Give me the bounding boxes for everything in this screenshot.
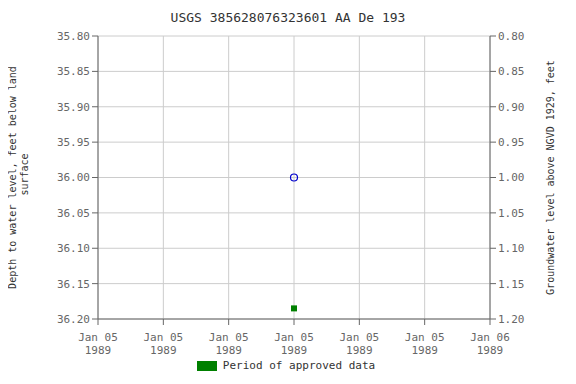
svg-text:Groundwater level above NGVD 1: Groundwater level above NGVD 1929, feet <box>545 60 556 295</box>
svg-text:Jan 051989: Jan 051989 <box>405 331 445 357</box>
svg-text:Jan 051989: Jan 051989 <box>78 331 118 357</box>
svg-text:35.95: 35.95 <box>57 136 90 149</box>
svg-text:35.85: 35.85 <box>57 65 90 78</box>
svg-text:Jan 051989: Jan 051989 <box>143 331 183 357</box>
svg-text:Jan 051989: Jan 051989 <box>339 331 379 357</box>
svg-text:0.85: 0.85 <box>498 65 525 78</box>
svg-text:0.90: 0.90 <box>498 101 525 114</box>
svg-text:36.20: 36.20 <box>57 313 90 326</box>
svg-text:1.15: 1.15 <box>498 278 525 291</box>
svg-text:36.15: 36.15 <box>57 278 90 291</box>
svg-text:35.80: 35.80 <box>57 30 90 43</box>
svg-text:0.80: 0.80 <box>498 30 525 43</box>
svg-text:Depth to water level, feet bel: Depth to water level, feet below land su… <box>8 66 30 289</box>
svg-text:Jan 051989: Jan 051989 <box>209 331 249 357</box>
svg-text:0.95: 0.95 <box>498 136 525 149</box>
html-text:USGS 385628076323601 AA De 193: USGS 385628076323601 AA De 193 <box>170 10 406 25</box>
svg-text:36.10: 36.10 <box>57 242 90 255</box>
svg-text:Jan 061989: Jan 061989 <box>470 331 510 357</box>
svg-text:1.05: 1.05 <box>498 207 525 220</box>
svg-text:35.90: 35.90 <box>57 101 90 114</box>
svg-text:36.00: 36.00 <box>57 171 90 184</box>
svg-text:1.10: 1.10 <box>498 242 525 255</box>
svg-text:1.20: 1.20 <box>498 313 525 326</box>
svg-text:1.00: 1.00 <box>498 171 525 184</box>
svg-text:Jan 051989: Jan 051989 <box>274 331 314 357</box>
html-text:Period of approved data: Period of approved data <box>222 359 376 372</box>
svg-text:36.05: 36.05 <box>57 207 90 220</box>
